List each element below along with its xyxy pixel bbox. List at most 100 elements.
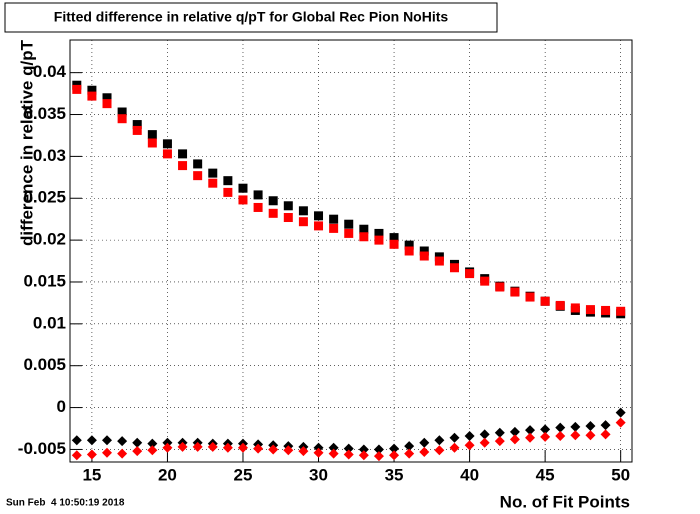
diamond-marker [434,435,445,446]
x-tick-label: 40 [460,465,479,484]
square-marker [314,221,324,231]
diamond-marker [479,429,490,440]
square-marker [223,187,233,197]
diamond-marker [600,429,611,440]
diamond-marker [71,450,82,461]
diamond-marker [102,435,113,446]
square-marker [208,168,218,178]
diamond-marker [389,450,400,461]
diamond-marker [555,422,566,433]
square-marker [525,292,535,302]
square-marker [510,287,520,297]
diamond-marker [570,421,581,432]
diamond-marker [102,447,113,458]
square-marker [253,202,263,212]
square-marker [102,93,112,103]
diamond-marker [509,434,520,445]
diamond-marker [570,430,581,441]
plot-area [69,39,633,463]
diamond-marker [494,427,505,438]
diamond-marker [71,435,82,446]
square-marker [268,196,278,206]
diamond-marker [525,432,536,443]
square-marker [419,251,429,261]
y-tick-label: 0 [57,397,66,416]
square-marker [404,240,414,250]
square-marker [238,183,248,193]
diamond-marker [509,426,520,437]
square-marker [162,149,172,159]
diamond-marker [343,443,354,454]
diamond-marker [525,425,536,436]
square-marker [344,219,354,229]
square-marker [359,232,369,242]
square-marker [465,269,475,279]
square-marker [132,120,142,130]
square-marker [102,99,112,109]
diamond-marker [419,446,430,457]
diamond-marker [540,431,551,442]
square-marker [329,223,339,233]
diamond-marker [117,448,128,459]
square-marker [314,211,324,221]
diamond-marker [328,448,339,459]
diamond-marker [615,417,626,428]
diamond-marker [389,443,400,454]
diamond-marker [132,437,143,448]
chart-title: Fitted difference in relative q/pT for G… [54,9,449,25]
square-marker [495,282,505,292]
diamond-marker [207,441,218,452]
square-marker [147,138,157,148]
square-marker [480,276,490,286]
diamond-marker [358,444,369,455]
square-marker [616,306,626,316]
square-marker [389,239,399,249]
square-marker [540,296,550,306]
square-marker [87,85,97,95]
diamond-marker [373,444,384,455]
diamond-marker [237,442,248,453]
square-marker [570,303,580,313]
diamond-marker [555,431,566,442]
diamond-marker [434,445,445,456]
diamond-marker [268,444,279,455]
square-marker [253,190,263,200]
title-box [4,2,498,33]
square-marker [162,139,172,149]
diamond-marker [147,445,158,456]
x-tick-label: 30 [309,465,328,484]
square-marker [193,171,203,181]
y-tick-label: -0.005 [18,439,66,458]
square-marker [117,114,127,124]
x-tick-label: 50 [611,465,630,484]
square-marker [374,228,384,238]
square-marker [87,91,97,101]
square-marker [193,159,203,169]
diamond-marker [132,446,143,457]
square-marker [117,107,127,117]
diamond-marker [373,451,384,462]
diamond-marker [162,442,173,453]
x-tick-label: 25 [234,465,253,484]
diamond-marker [464,431,475,442]
square-marker [147,130,157,140]
square-marker [298,206,308,216]
y-tick-label: 0.04 [33,62,67,81]
square-marker [601,305,611,315]
diamond-marker [162,437,173,448]
square-marker [283,201,293,211]
diamond-marker [86,435,97,446]
diamond-marker [313,447,324,458]
diamond-marker [585,430,596,441]
x-tick-label: 20 [158,465,177,484]
y-axis-title: difference in relative q/pT [17,39,36,246]
diamond-marker [253,443,264,454]
y-tick-label: 0.025 [23,188,66,207]
diamond-marker [540,424,551,435]
diamond-marker [313,442,324,453]
diamond-marker [147,438,158,449]
y-tick-label: 0.005 [23,355,66,374]
y-tick-label: 0.015 [23,271,66,290]
square-marker [178,149,188,159]
square-marker [268,208,278,218]
